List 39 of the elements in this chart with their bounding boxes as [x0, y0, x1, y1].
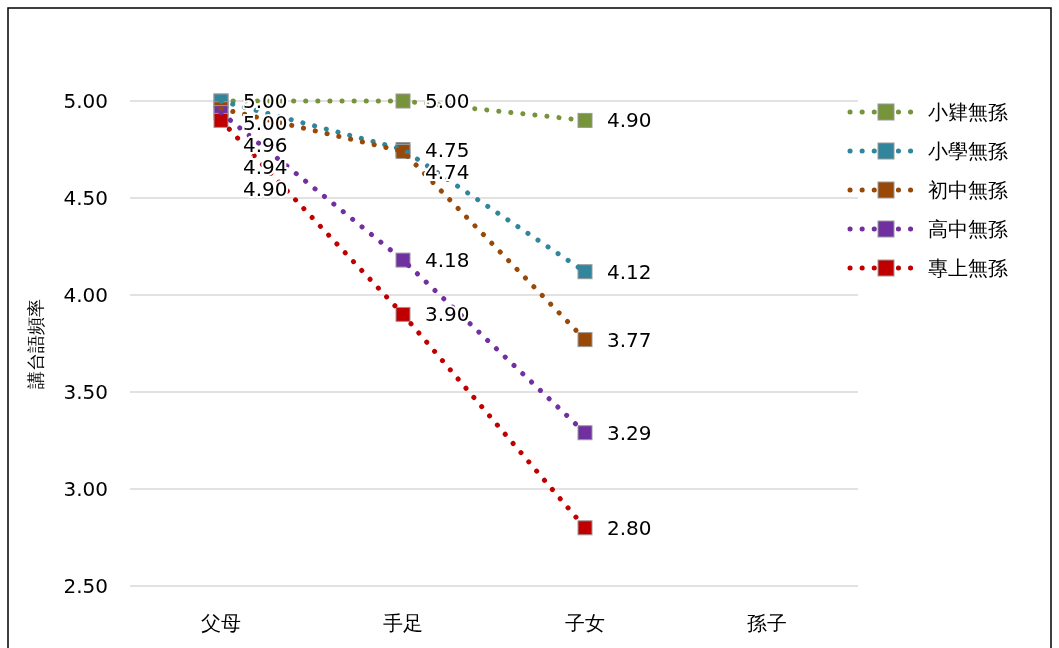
data-label: 3.90 — [425, 302, 470, 327]
y-tick-label: 3.00 — [63, 477, 108, 501]
legend-label: 高中無孫 — [928, 217, 1008, 241]
data-label: 3.29 — [607, 420, 652, 445]
y-axis-title: 講台語頻率 — [25, 298, 46, 389]
point — [577, 520, 593, 536]
x-tick-label: 孫子 — [747, 611, 787, 635]
legend-label: 專上無孫 — [928, 256, 1008, 280]
x-tick-label: 手足 — [383, 611, 423, 635]
data-label: 4.90 — [243, 177, 288, 201]
data-label: 5.00 — [425, 89, 470, 113]
point — [577, 264, 593, 280]
data-label: 2.80 — [607, 515, 652, 540]
y-tick-label: 4.00 — [63, 283, 108, 307]
data-label: 4.75 — [425, 137, 470, 162]
y-tick-label: 4.50 — [63, 186, 108, 210]
data-label: 3.77 — [607, 327, 652, 352]
y-tick-label: 3.50 — [63, 380, 108, 404]
legend-label: 小肄無孫 — [928, 100, 1008, 124]
point — [577, 425, 593, 441]
x-tick-label: 父母 — [201, 611, 241, 635]
data-label: 5.00 — [243, 111, 288, 135]
point — [577, 112, 593, 128]
y-tick-label: 5.00 — [63, 89, 108, 113]
data-label: 4.18 — [425, 248, 470, 273]
point — [395, 306, 411, 322]
x-tick-label: 子女 — [565, 611, 605, 635]
data-label: 4.12 — [607, 259, 652, 284]
data-label: 4.94 — [243, 155, 288, 179]
y-tick-label: 2.50 — [63, 574, 108, 598]
data-label: 5.00 — [243, 89, 288, 113]
data-label: 4.90 — [607, 108, 652, 133]
legend-label: 小學無孫 — [928, 139, 1008, 163]
point — [577, 332, 593, 348]
point — [395, 252, 411, 268]
point — [213, 112, 229, 128]
point — [395, 93, 411, 109]
data-label: 4.74 — [425, 159, 470, 184]
legend-label: 初中無孫 — [928, 178, 1008, 202]
